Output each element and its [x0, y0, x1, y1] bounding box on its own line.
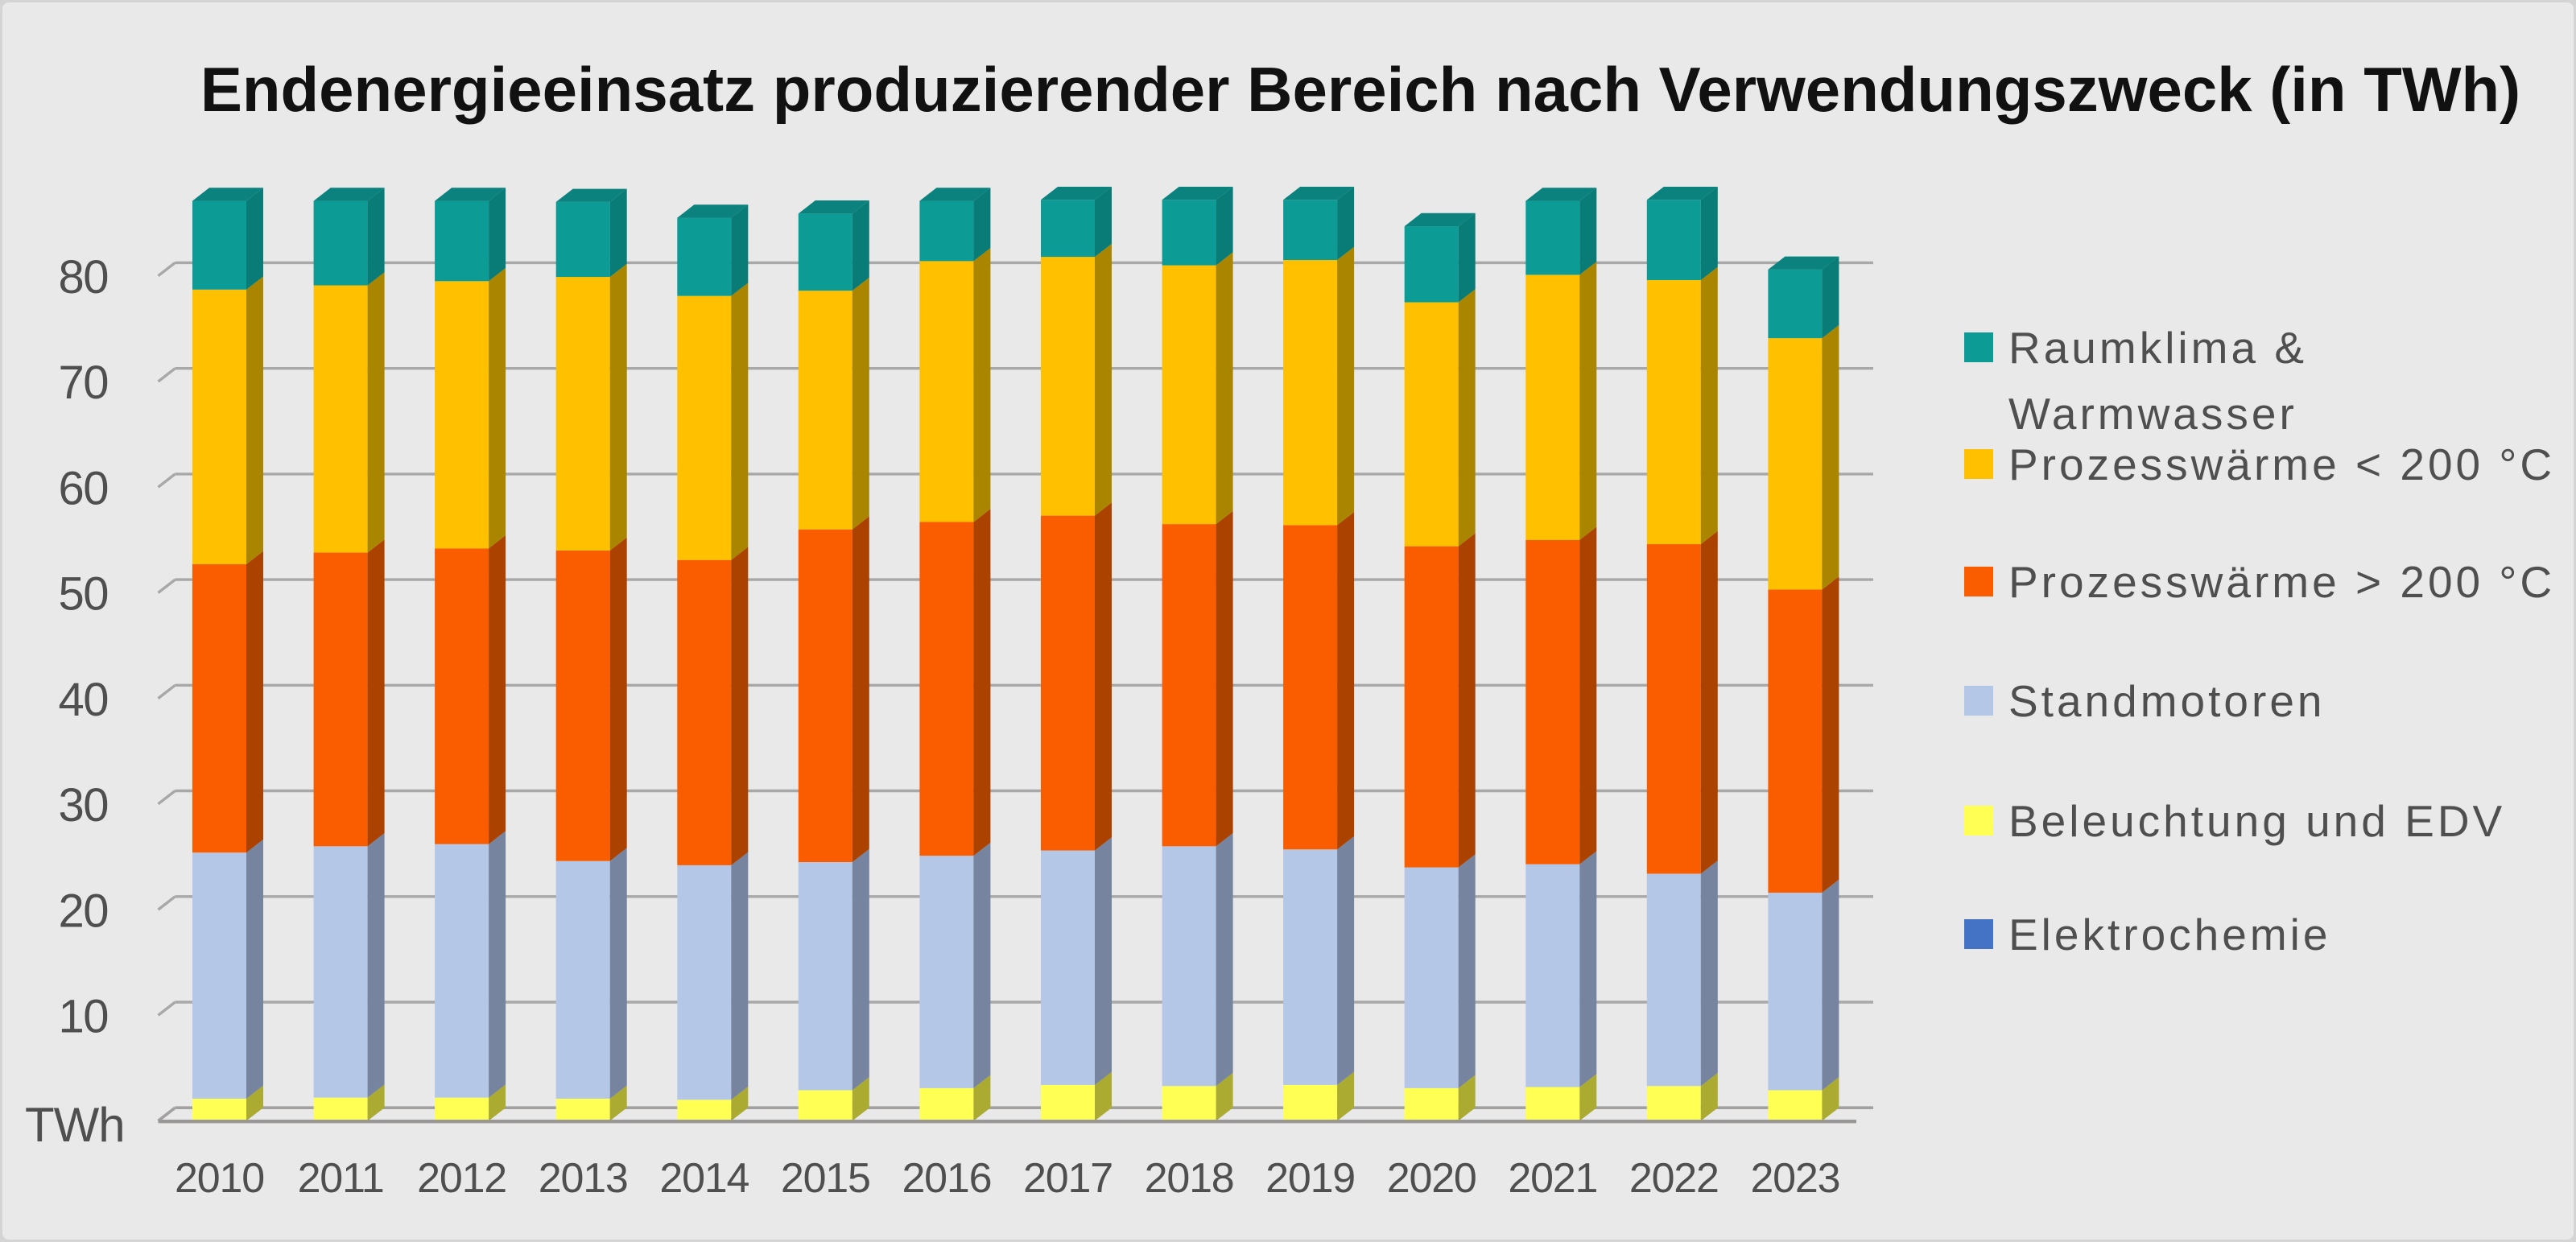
- svg-text:2012: 2012: [417, 1155, 506, 1202]
- svg-text:2016: 2016: [902, 1155, 991, 1202]
- svg-text:2013: 2013: [539, 1155, 628, 1202]
- svg-text:80: 80: [58, 251, 108, 303]
- svg-text:Prozesswärme > 200 °C: Prozesswärme > 200 °C: [2008, 557, 2555, 607]
- svg-text:2010: 2010: [175, 1155, 264, 1202]
- svg-text:Raumklima &: Raumklima &: [2008, 323, 2307, 373]
- svg-text:20: 20: [58, 885, 108, 937]
- svg-text:2017: 2017: [1023, 1155, 1113, 1202]
- svg-text:2022: 2022: [1629, 1155, 1719, 1202]
- svg-text:50: 50: [58, 568, 108, 621]
- svg-text:Elektrochemie: Elektrochemie: [2008, 910, 2330, 959]
- svg-text:2014: 2014: [659, 1155, 749, 1202]
- svg-text:Beleuchtung und EDV: Beleuchtung und EDV: [2008, 796, 2505, 846]
- svg-text:2019: 2019: [1265, 1155, 1355, 1202]
- svg-text:2023: 2023: [1750, 1155, 1839, 1202]
- svg-text:Endenergieeinsatz produzierend: Endenergieeinsatz produzierender Bereich…: [200, 54, 2520, 125]
- svg-text:2015: 2015: [781, 1155, 870, 1202]
- svg-text:2020: 2020: [1387, 1155, 1476, 1202]
- svg-text:Prozesswärme < 200 °C: Prozesswärme < 200 °C: [2008, 439, 2555, 489]
- svg-text:10: 10: [58, 991, 108, 1043]
- svg-text:60: 60: [58, 462, 108, 514]
- svg-text:2018: 2018: [1145, 1155, 1234, 1202]
- svg-text:Warmwasser: Warmwasser: [2008, 389, 2297, 439]
- svg-text:40: 40: [58, 674, 108, 726]
- svg-text:2011: 2011: [298, 1155, 384, 1202]
- svg-text:TWh: TWh: [25, 1098, 125, 1152]
- svg-text:30: 30: [58, 779, 108, 831]
- svg-text:70: 70: [58, 357, 108, 409]
- svg-text:Standmotoren: Standmotoren: [2008, 676, 2326, 726]
- svg-text:2021: 2021: [1508, 1155, 1597, 1202]
